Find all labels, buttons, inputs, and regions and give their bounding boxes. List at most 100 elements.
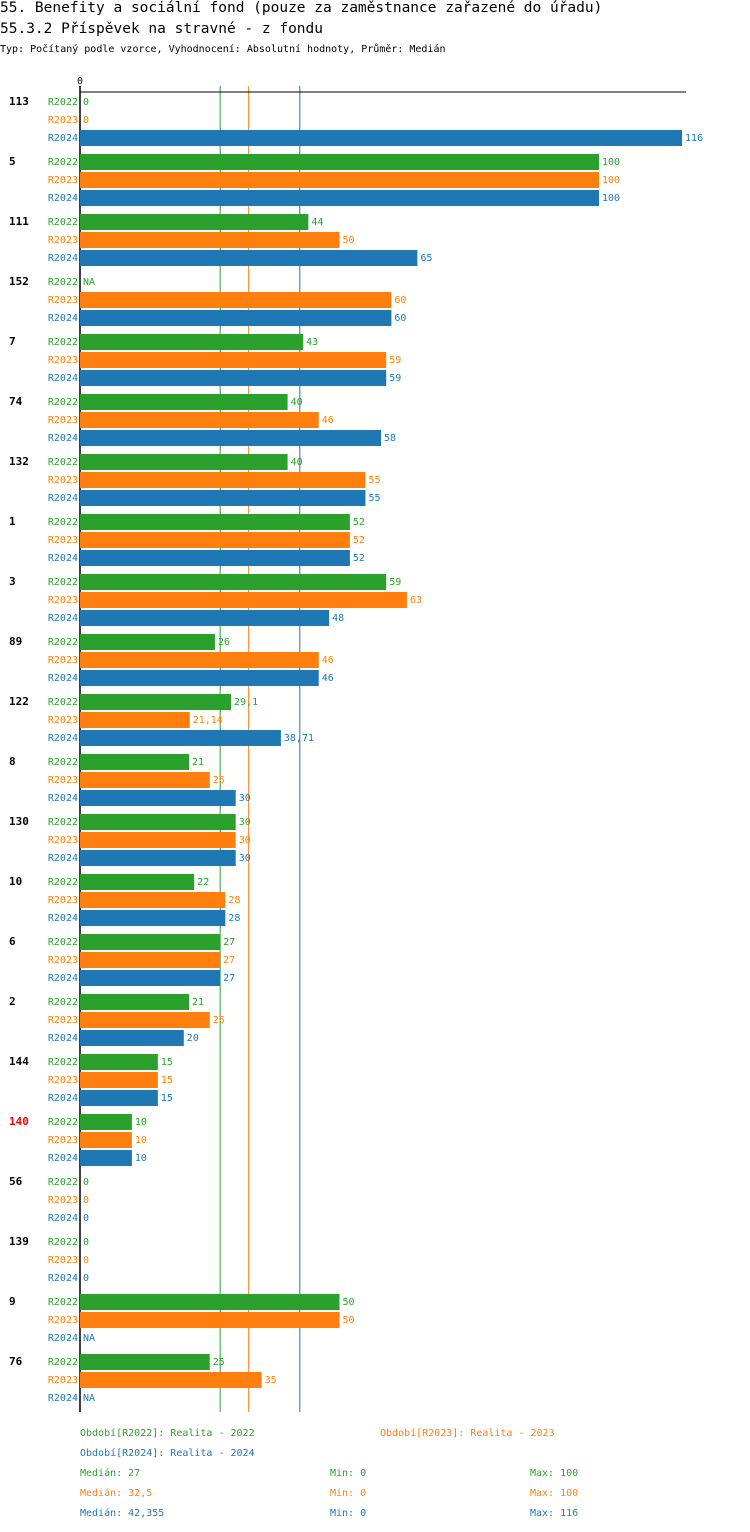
value-label: 52 [353, 553, 365, 564]
bar [80, 970, 221, 986]
series-label: R2023 [48, 1375, 78, 1386]
series-label: R2024 [48, 433, 78, 444]
legend-period-r2022: Období[R2022]: Realita - 2022 [80, 1428, 255, 1439]
legend-min-r2024: Min: 0 [330, 1508, 367, 1519]
value-label: 10 [135, 1135, 147, 1146]
series-label: R2022 [48, 1237, 78, 1248]
value-label: 55 [368, 475, 380, 486]
series-label: R2024 [48, 313, 78, 324]
value-label: 50 [343, 1315, 355, 1326]
bar [80, 832, 236, 848]
series-label: R2023 [48, 1135, 78, 1146]
bar [80, 772, 210, 788]
legend-max-r2024: Max: 116 [530, 1508, 579, 1519]
bar [80, 994, 189, 1010]
series-label: R2022 [48, 697, 78, 708]
value-label: 59 [389, 577, 401, 588]
series-label: R2023 [48, 415, 78, 426]
series-label: R2024 [48, 1333, 78, 1344]
series-label: R2023 [48, 175, 78, 186]
series-label: R2024 [48, 193, 78, 204]
series-label: R2022 [48, 757, 78, 768]
series-label: R2024 [48, 1153, 78, 1164]
legend-min-r2023: Min: 0 [330, 1488, 367, 1499]
bar [80, 670, 319, 686]
series-label: R2022 [48, 217, 78, 228]
bar [80, 1114, 132, 1130]
series-label: R2023 [48, 595, 78, 606]
legend-period-r2024: Období[R2024]: Realita - 2024 [80, 1448, 255, 1459]
bar [80, 1312, 340, 1328]
value-label: 15 [161, 1057, 173, 1068]
bar [80, 850, 236, 866]
bar [80, 652, 319, 668]
group-label: 76 [9, 1355, 23, 1368]
series-label: R2023 [48, 295, 78, 306]
value-label: 46 [322, 673, 334, 684]
bar [80, 550, 350, 566]
value-label: 58 [384, 433, 396, 444]
value-label: 25 [213, 1015, 225, 1026]
series-label: R2023 [48, 475, 78, 486]
bar [80, 454, 288, 470]
legend-median-r2022: Medián: 27 [80, 1468, 141, 1479]
chart-info: Typ: Počítaný podle vzorce, Vyhodnocení:… [0, 44, 446, 55]
bar [80, 412, 319, 428]
value-label: 65 [420, 253, 432, 264]
bar [80, 910, 226, 926]
legend-median-r2024: Medián: 42,355 [80, 1508, 165, 1519]
bar [80, 712, 190, 728]
chart-subtitle: 55.3.2 Příspěvek na stravné - z fondu [0, 21, 324, 37]
bar [80, 1372, 262, 1388]
value-label: 59 [389, 373, 401, 384]
value-label: 116 [685, 133, 703, 144]
bar [80, 1294, 340, 1310]
legend-max-r2022: Max: 100 [530, 1468, 579, 1479]
series-label: R2022 [48, 937, 78, 948]
value-label: 0 [83, 1213, 89, 1224]
value-label: 52 [353, 535, 365, 546]
bar [80, 1354, 210, 1370]
bar [80, 514, 350, 530]
bar [80, 790, 236, 806]
group-label: 130 [9, 815, 29, 828]
value-label: 26 [218, 637, 230, 648]
value-label: 25 [213, 1357, 225, 1368]
bar [80, 214, 309, 230]
value-label: 38,71 [284, 733, 314, 744]
series-label: R2022 [48, 457, 78, 468]
value-label: 46 [322, 655, 334, 666]
series-label: R2024 [48, 493, 78, 504]
value-label: 50 [343, 235, 355, 246]
series-label: R2024 [48, 973, 78, 984]
series-label: R2024 [48, 673, 78, 684]
bar [80, 934, 221, 950]
series-label: R2022 [48, 337, 78, 348]
series-label: R2022 [48, 277, 78, 288]
value-label: 30 [239, 853, 251, 864]
value-label: 10 [135, 1153, 147, 1164]
group-label: 10 [9, 875, 22, 888]
value-label: 60 [394, 313, 406, 324]
bar [80, 130, 683, 146]
group-label: 139 [9, 1235, 29, 1248]
series-label: R2022 [48, 817, 78, 828]
series-label: R2024 [48, 1393, 78, 1404]
series-label: R2024 [48, 793, 78, 804]
series-label: R2023 [48, 535, 78, 546]
bar [80, 1090, 158, 1106]
bar [80, 1072, 158, 1088]
value-label: 30 [239, 817, 251, 828]
value-label: 27 [223, 937, 235, 948]
bar [80, 1012, 210, 1028]
value-label: 40 [291, 397, 303, 408]
bar [80, 694, 232, 710]
value-label: 28 [228, 913, 240, 924]
value-label: 0 [83, 1255, 89, 1266]
series-label: R2023 [48, 1075, 78, 1086]
group-label: 7 [9, 335, 16, 348]
group-label: 89 [9, 635, 22, 648]
value-label: 59 [389, 355, 401, 366]
group-label: 1 [9, 515, 16, 528]
bar [80, 1132, 132, 1148]
